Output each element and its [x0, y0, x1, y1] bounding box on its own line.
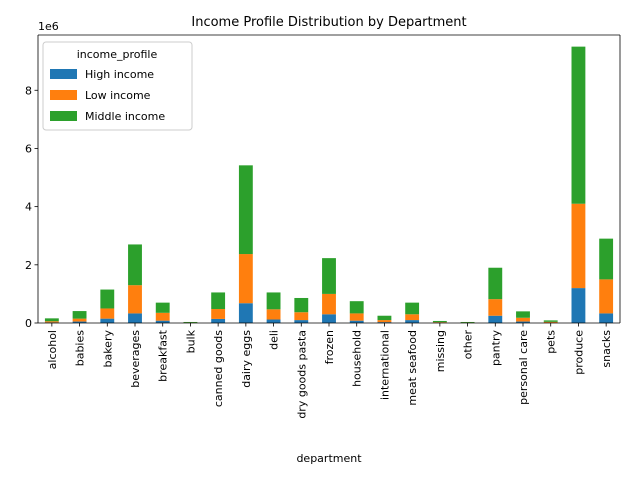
bar-high-income-meat-seafood	[405, 320, 420, 323]
bar-middle-income-deli	[266, 292, 281, 310]
bar-high-income-pantry	[488, 315, 503, 323]
x-tick-label-household: household	[351, 330, 364, 387]
bar-high-income-bakery	[100, 318, 115, 323]
x-tick-label-bakery: bakery	[101, 330, 114, 368]
y-tick-label: 2	[25, 259, 32, 272]
x-tick-label-pantry: pantry	[489, 330, 502, 367]
x-tick-label-beverages: beverages	[129, 330, 142, 388]
y-tick-label: 4	[25, 201, 32, 214]
x-tick-label-other: other	[462, 330, 475, 360]
x-tick-label-meat-seafood: meat seafood	[406, 330, 419, 406]
bar-middle-income-pets	[543, 320, 558, 322]
bar-middle-income-meat-seafood	[405, 302, 420, 315]
bar-middle-income-babies	[72, 311, 87, 319]
legend-frame	[42, 41, 193, 131]
x-tick-label-dairy-eggs: dairy eggs	[240, 330, 253, 388]
legend: income_profile High income Low income Midd…	[42, 41, 193, 131]
bar-low-income-frozen	[322, 293, 336, 315]
bar-low-income-dry-goods-pasta	[294, 312, 309, 321]
y-tick-label: 6	[25, 142, 32, 155]
bar-high-income-produce	[571, 288, 586, 323]
bar-low-income-international	[377, 320, 392, 323]
bar-middle-income-bakery	[100, 289, 115, 309]
bar-low-income-missing	[432, 322, 447, 323]
bars-layer	[44, 46, 614, 323]
x-tick-label-missing: missing	[434, 330, 447, 372]
bar-low-income-deli	[266, 309, 281, 320]
bar-middle-income-breakfast	[155, 302, 170, 313]
bar-low-income-bakery	[100, 308, 115, 319]
y-tick-label: 0	[25, 317, 32, 330]
legend-label-high-income: High income	[85, 68, 154, 81]
bar-low-income-snacks	[599, 279, 614, 314]
legend-label-middle-income: Middle income	[85, 110, 165, 123]
bar-high-income-personal-care	[516, 321, 530, 323]
y-axis-offset-label: 1e6	[38, 20, 59, 33]
bar-low-income-breakfast	[155, 312, 170, 321]
x-tick-label-produce: produce	[572, 330, 585, 375]
legend-swatch-middle-income	[50, 111, 77, 121]
x-tick-label-deli: deli	[268, 330, 281, 350]
x-tick-label-babies: babies	[74, 330, 87, 367]
x-tick-label-international: international	[378, 330, 391, 400]
x-tick-label-frozen: frozen	[323, 330, 336, 364]
bar-middle-income-dry-goods-pasta	[294, 297, 309, 313]
bar-low-income-pets	[543, 321, 558, 323]
bar-high-income-household	[349, 320, 364, 323]
bar-low-income-canned-goods	[211, 309, 226, 319]
bar-low-income-alcohol	[44, 321, 59, 323]
bar-high-income-frozen	[322, 314, 336, 323]
bar-middle-income-pantry	[488, 267, 503, 300]
bar-low-income-pantry	[488, 299, 503, 316]
bar-low-income-meat-seafood	[405, 314, 420, 321]
x-tick-label-bulk: bulk	[184, 329, 197, 353]
y-tick-label: 8	[25, 84, 32, 97]
legend-swatch-low-income	[50, 90, 77, 100]
bar-high-income-dry-goods-pasta	[294, 320, 309, 323]
x-tick-label-pets: pets	[545, 330, 558, 354]
bar-high-income-canned-goods	[211, 318, 226, 323]
bar-high-income-snacks	[599, 313, 614, 323]
legend-title: income_profile	[77, 48, 158, 61]
x-tick-label-breakfast: breakfast	[157, 329, 170, 381]
bar-low-income-produce	[571, 203, 586, 289]
bar-low-income-personal-care	[516, 317, 530, 322]
bar-middle-income-beverages	[128, 244, 142, 286]
bar-middle-income-personal-care	[516, 311, 530, 318]
bar-middle-income-household	[349, 301, 364, 314]
y-ticks: 0 2 4 6 8	[25, 84, 38, 330]
bar-high-income-international	[377, 322, 392, 323]
bar-high-income-beverages	[128, 313, 142, 323]
x-tick-label-alcohol: alcohol	[46, 330, 59, 369]
chart-title: Income Profile Distribution by Departmen…	[191, 15, 466, 30]
bar-middle-income-canned-goods	[211, 292, 226, 310]
bar-middle-income-bulk	[183, 321, 198, 323]
bar-high-income-breakfast	[155, 320, 170, 323]
bar-low-income-dairy-eggs	[238, 254, 253, 304]
bar-low-income-babies	[72, 318, 87, 322]
bar-middle-income-alcohol	[44, 318, 59, 322]
x-tick-label-canned-goods: canned goods	[212, 330, 225, 407]
bar-middle-income-other	[460, 321, 475, 323]
bar-low-income-household	[349, 313, 364, 321]
bar-middle-income-snacks	[599, 238, 614, 280]
bar-high-income-deli	[266, 319, 281, 323]
legend-swatch-high-income	[50, 69, 77, 79]
x-tick-label-personal-care: personal care	[517, 330, 530, 405]
bar-high-income-dairy-eggs	[238, 303, 253, 323]
bar-middle-income-missing	[432, 320, 447, 323]
bar-middle-income-frozen	[322, 258, 336, 294]
x-ticks: alcohol babies bakery beverages breakfast bul…	[46, 323, 613, 419]
legend-items: High income Low income Middle income	[50, 68, 165, 123]
x-axis-label: department	[296, 452, 362, 465]
bar-middle-income-dairy-eggs	[238, 165, 253, 255]
x-tick-label-dry-goods-pasta: dry goods pasta	[295, 330, 308, 419]
legend-label-low-income: Low income	[85, 89, 151, 102]
x-tick-label-snacks: snacks	[600, 330, 613, 368]
bar-high-income-babies	[72, 321, 87, 323]
bar-middle-income-produce	[571, 46, 586, 204]
bar-middle-income-international	[377, 315, 392, 321]
bar-low-income-beverages	[128, 285, 142, 314]
